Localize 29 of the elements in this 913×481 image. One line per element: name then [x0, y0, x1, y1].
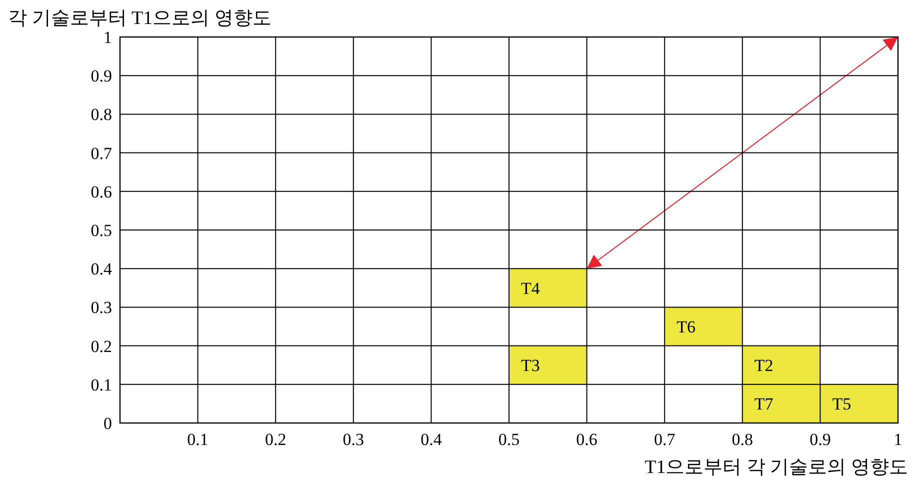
y-tick-label: 0.2	[90, 336, 112, 356]
x-axis-title: T1으로부터 각 기술로의 영향도	[644, 457, 908, 478]
y-tick-label: 0.5	[90, 221, 112, 240]
annotation: T2	[754, 356, 774, 376]
x-tick-label: 0.6	[576, 430, 598, 449]
x-tick-label: 0.7	[654, 430, 676, 449]
x-tick-label: 0.1	[187, 430, 208, 449]
x-tick-label: 0.5	[498, 430, 520, 449]
y-tick-label: 0.4	[90, 260, 112, 279]
x-tick-label: 1	[894, 430, 902, 449]
annotation: T3	[521, 356, 540, 376]
y-tick-label: 1	[104, 28, 112, 47]
y-axis-title: 각 기술로부터 T1으로의 영향도	[8, 8, 272, 29]
y-tick-label: 0.6	[90, 182, 112, 202]
x-tick-label: 0.9	[810, 430, 831, 449]
annotation: T5	[832, 394, 852, 414]
y-tick-label: 0.1	[90, 375, 112, 394]
x-tick-label: 0.4	[420, 430, 442, 449]
annotation: T4	[521, 278, 540, 298]
y-tick-label: 0.3	[90, 298, 112, 318]
annotation: T7	[754, 394, 774, 414]
y-tick-label: 0.8	[90, 105, 112, 124]
annotation: T6	[676, 318, 696, 336]
y-tick-label: 0	[104, 414, 112, 433]
x-tick-label: 0.2	[264, 430, 286, 449]
y-tick-label: 0.9	[90, 66, 112, 86]
y-tick-label: 0.7	[90, 144, 112, 163]
x-tick-label: 0.8	[732, 430, 754, 449]
x-tick-label: 0.3	[342, 430, 364, 449]
